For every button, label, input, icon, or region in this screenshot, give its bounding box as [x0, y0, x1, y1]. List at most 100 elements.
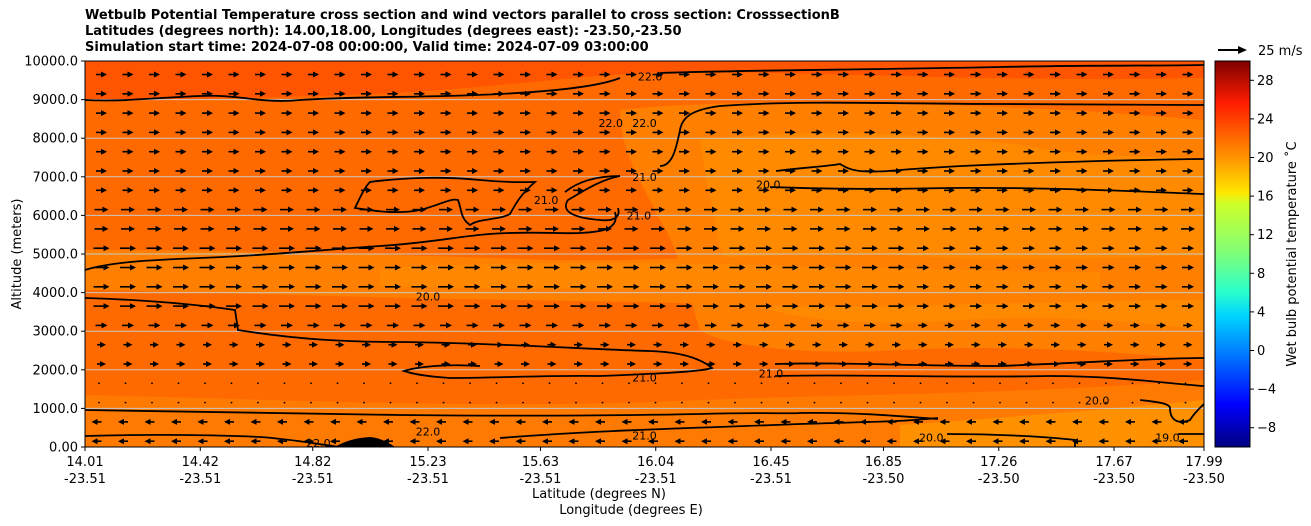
wind-vector-head: [790, 187, 796, 194]
wind-vector-dot: [124, 401, 127, 404]
wind-vector-head: [260, 168, 266, 175]
wind-vector-dot: [1025, 401, 1028, 404]
wind-vector-head: [789, 361, 795, 368]
wind-vector-head: [1029, 264, 1036, 271]
wind-vector-head: [395, 283, 401, 290]
wind-vector-head: [1056, 206, 1063, 213]
wind-vector-head: [870, 322, 876, 329]
wind-vector-head: [342, 303, 348, 310]
wind-vector-head: [340, 322, 346, 329]
wind-vector-head: [525, 110, 531, 117]
contour-line-21-midlow: [85, 297, 714, 379]
wind-vector-head: [551, 110, 558, 117]
wind-vector-head: [762, 361, 769, 368]
wind-vector-head: [419, 129, 425, 136]
wind-vector-head: [976, 303, 983, 310]
wind-vector-head: [303, 438, 310, 445]
wind-vector-head: [554, 303, 560, 310]
wind-vector-head: [966, 438, 972, 445]
wind-vector-dot: [1052, 401, 1054, 404]
wind-vector-head: [869, 71, 876, 78]
wind-vector-head: [1019, 438, 1025, 445]
wind-vector-head: [975, 129, 982, 136]
wind-vector-head: [604, 148, 611, 155]
wind-vector-head: [1135, 283, 1142, 290]
wind-vector-head: [607, 303, 613, 310]
wind-vector-head: [604, 71, 611, 78]
wind-vector-head: [1108, 110, 1114, 117]
wind-vector-head: [1055, 264, 1062, 271]
y-tick-label: 0.00: [49, 441, 78, 456]
wind-vector-head: [250, 418, 257, 425]
wind-vector-head: [102, 225, 109, 232]
wind-vector-head: [525, 168, 531, 175]
wind-vector-dot: [734, 382, 736, 385]
quiver-key: 25 m/s: [1218, 44, 1303, 59]
wind-vector-head: [259, 341, 265, 348]
wind-vector-head: [368, 264, 375, 271]
wind-vector-head: [816, 187, 823, 194]
wind-vector-head: [394, 225, 400, 232]
wind-vector-head: [709, 341, 716, 348]
x-tick-label-longitude: -23.51: [750, 472, 792, 487]
wind-vector-head: [235, 225, 241, 232]
wind-vector-head: [1082, 283, 1089, 290]
wind-vector-head: [1151, 418, 1158, 425]
wind-vector-head: [686, 303, 693, 310]
contour-label: 20.0: [416, 290, 441, 303]
wind-vector-head: [1001, 322, 1008, 329]
wind-vector-head: [312, 341, 318, 348]
wind-vector-head: [819, 303, 825, 310]
wind-vector-head: [182, 225, 188, 232]
chart-title-line-2: Latitudes (degrees north): 14.00,18.00, …: [85, 24, 682, 39]
wind-vector-head: [303, 418, 310, 425]
wind-vector-head: [554, 264, 560, 271]
wind-vector-head: [737, 168, 743, 175]
wind-vector-head: [341, 206, 347, 213]
wind-vector-head: [155, 206, 162, 213]
wind-vector-dot: [681, 382, 683, 385]
wind-vector-head: [153, 341, 159, 348]
wind-vector-head: [710, 129, 717, 136]
wind-vector-head: [127, 90, 134, 97]
wind-vector-head: [842, 361, 848, 368]
wind-vector-head: [819, 264, 825, 271]
wind-vector-head: [843, 148, 849, 155]
wind-vector-dot: [893, 401, 895, 404]
wind-vector-head: [845, 303, 852, 310]
y-tick-label: 6000.0: [33, 209, 79, 224]
wind-vector-head: [871, 225, 877, 232]
wind-vector-head: [144, 418, 151, 425]
wind-vector-head: [815, 361, 822, 368]
wind-vector-head: [578, 322, 585, 329]
colorbar-tick-label: −8: [1257, 421, 1276, 436]
wind-vector-head: [180, 187, 187, 194]
wind-vector-head: [763, 110, 770, 117]
y-tick-label: 7000.0: [33, 170, 79, 185]
wind-vector-head: [1055, 71, 1061, 78]
wind-vector-head: [1136, 225, 1142, 232]
wind-vector-head: [819, 245, 825, 252]
wind-vector-head: [183, 264, 189, 271]
wind-vector-head: [845, 264, 852, 271]
wind-vector-head: [658, 322, 664, 329]
wind-vector-head: [660, 264, 666, 271]
wind-vector-head: [553, 206, 559, 213]
wind-vector-head: [315, 303, 322, 310]
wind-vector-dot: [1184, 382, 1187, 385]
wind-vector-head: [313, 71, 319, 78]
wind-vector-head: [1082, 245, 1089, 252]
wind-vector-head: [395, 245, 401, 252]
wind-vector-head: [921, 322, 928, 329]
wind-vector-head: [224, 438, 230, 445]
wind-vector-head: [1125, 418, 1131, 425]
wind-vector-head: [1029, 303, 1036, 310]
wind-vector-head: [1107, 361, 1113, 368]
colorbar-tick-label: 24: [1257, 112, 1274, 127]
wind-vector-head: [632, 206, 639, 213]
wind-vector-head: [419, 71, 425, 78]
wind-vector-head: [527, 303, 534, 310]
wind-vector-head: [923, 245, 930, 252]
wind-vector-head: [631, 90, 637, 97]
wind-vector-head: [754, 418, 760, 425]
